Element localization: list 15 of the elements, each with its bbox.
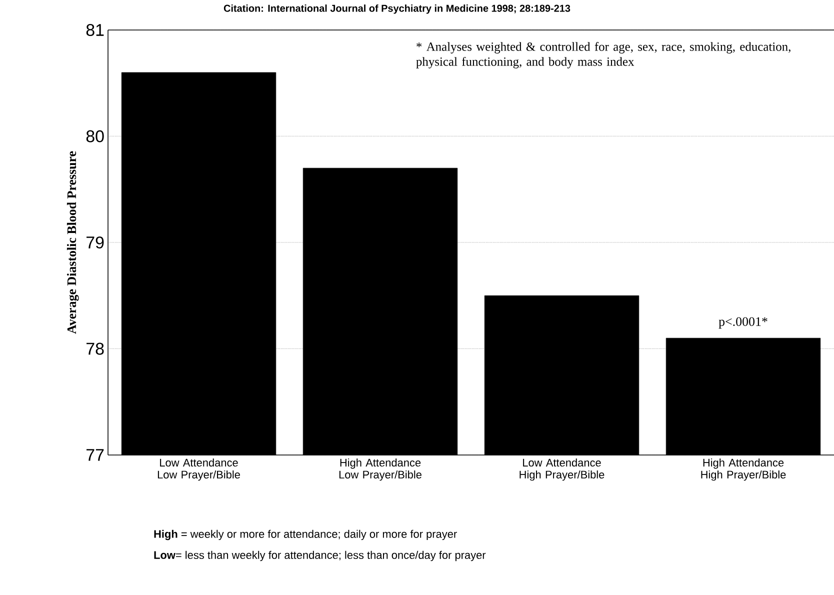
text: Low= less than weekly for attendance; less than once/day for prayer [154,550,486,562]
chart-subtitle: Citation: International Journal of Psychiatry in Medicine 1998; 28:189-213 [224,4,570,14]
y-tick-label: 78 [86,342,104,355]
y-tick-label: 80 [86,130,104,142]
y-tick-label: 81 [86,24,104,36]
annotation: * Analyses weighted & controlled for age, sex, race, smoking, education, physical functioning, and body mass index [416,42,790,68]
annotation: p<.0001* [718,317,768,329]
x-tick-label: High Attendance High Prayer/Bible [701,458,786,481]
x-tick-label: Low Attendance High Prayer/Bible [520,458,604,481]
y-axis-title: Average Diastolic Blood Pressure [66,151,79,334]
y-tick-label: 79 [86,236,104,248]
y-tick-label: 77 [86,449,104,461]
x-tick-label: Low Attendance Low Prayer/Bible [158,458,240,481]
x-tick-label: High Attendance Low Prayer/Bible [339,458,422,481]
text: High = weekly or more for attendance; daily or more for prayer [154,530,457,540]
